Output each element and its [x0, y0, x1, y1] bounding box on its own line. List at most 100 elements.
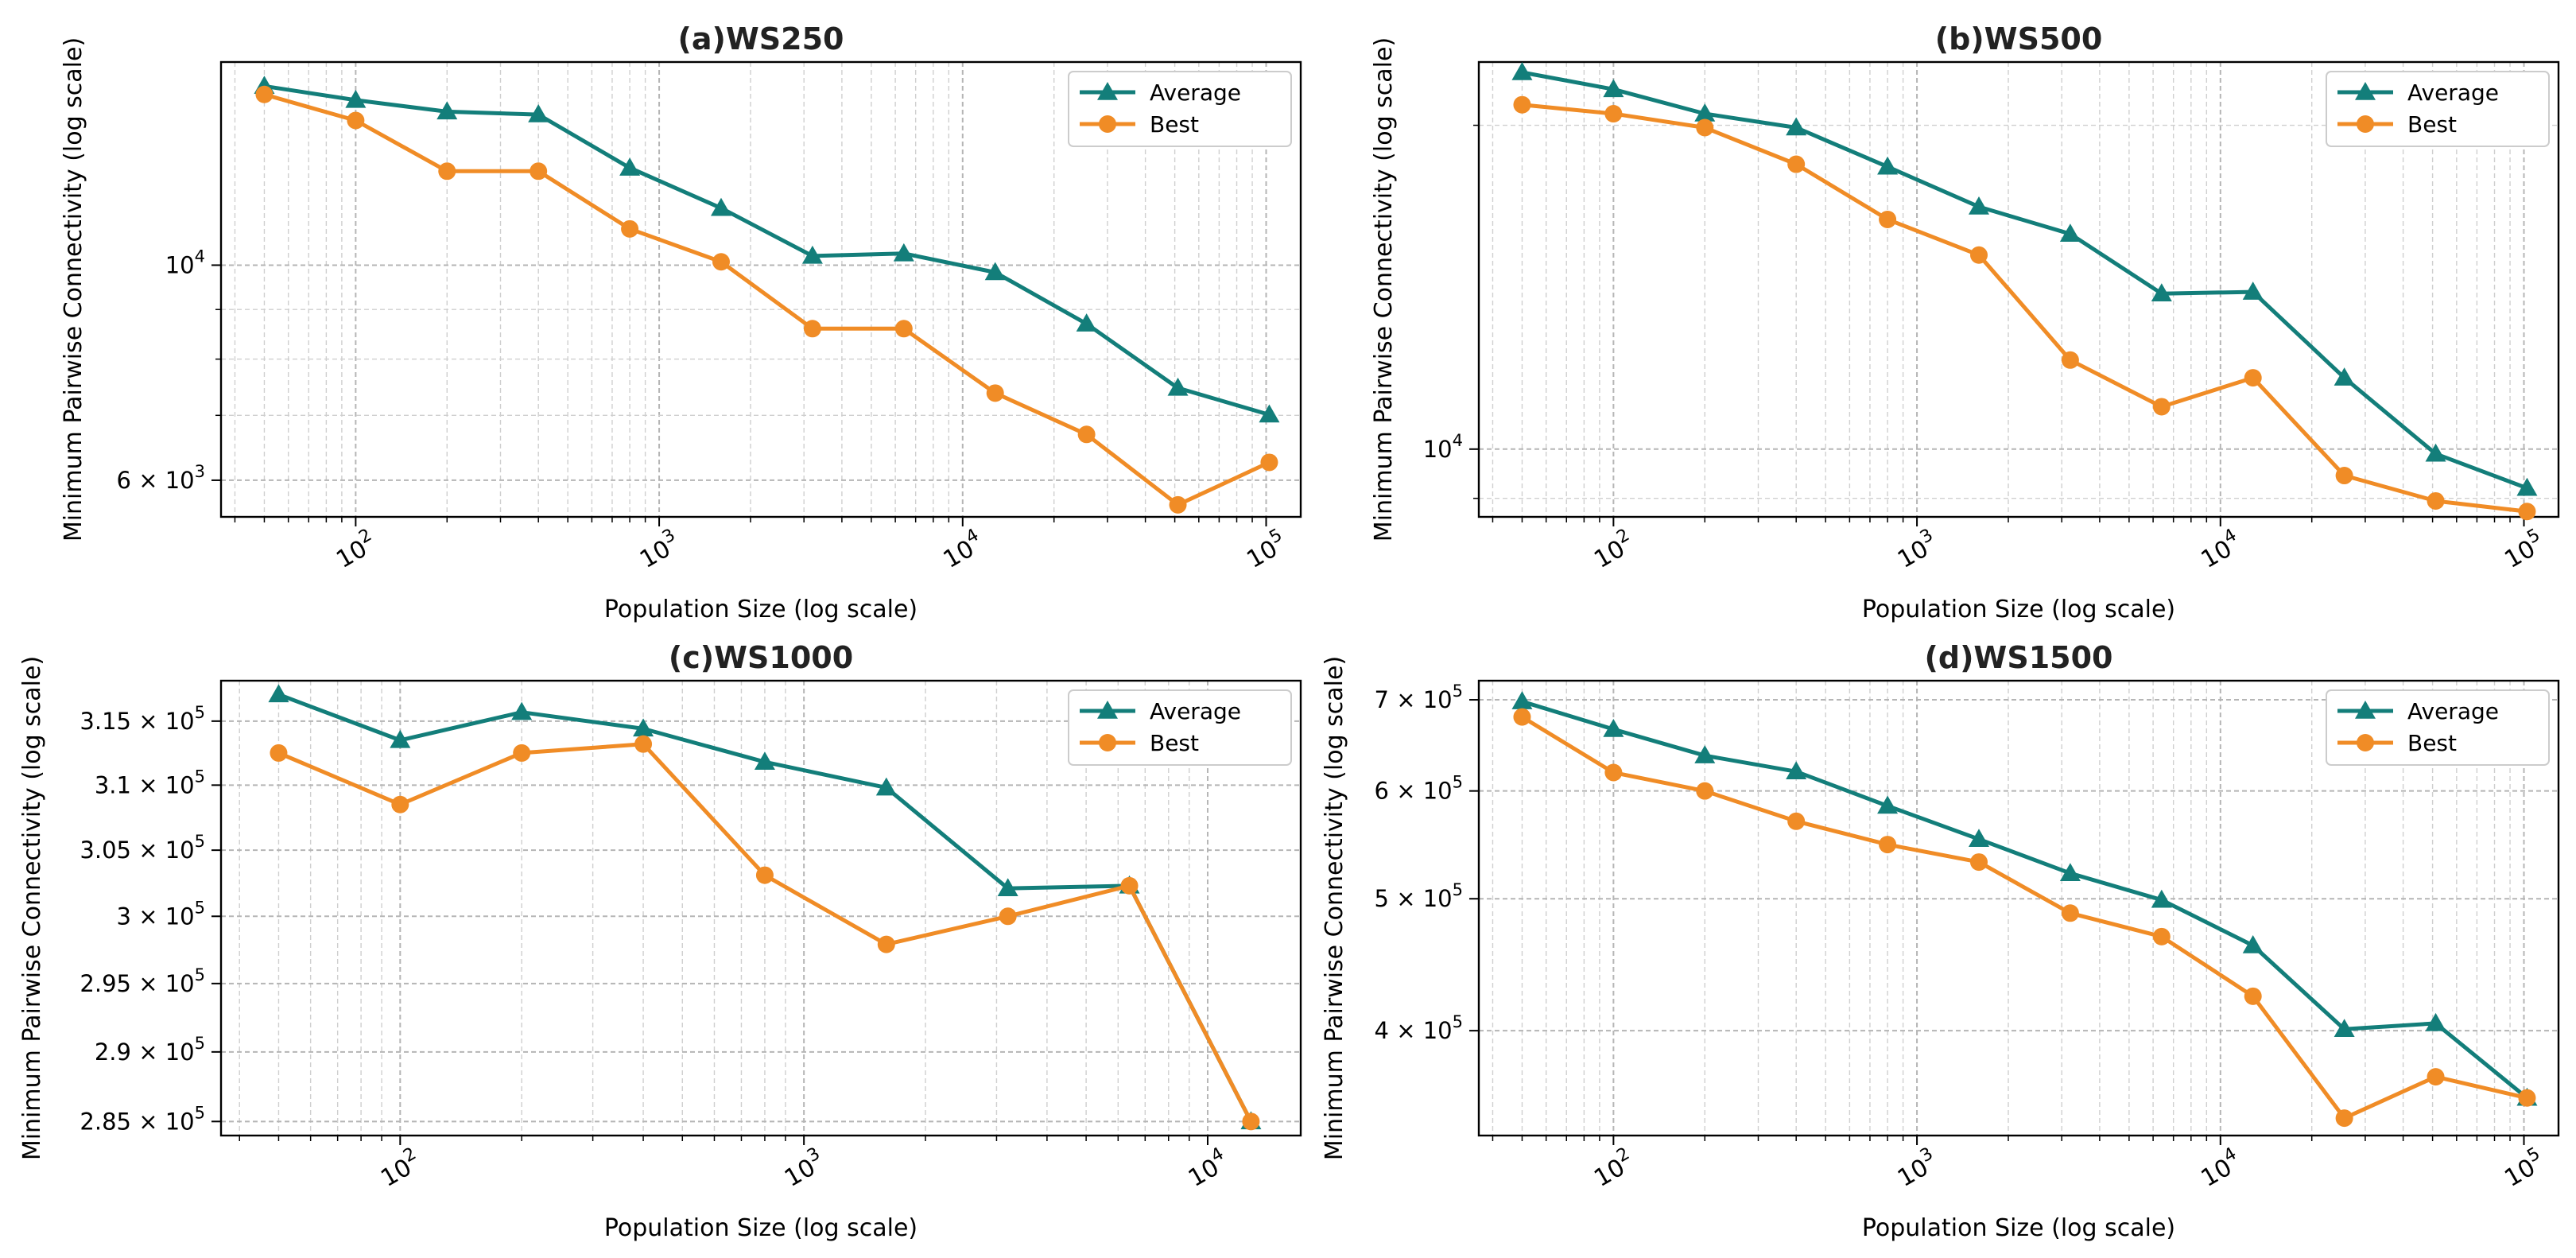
data-point-best	[513, 744, 531, 762]
data-point-best	[530, 162, 548, 181]
x-tick-label: 103	[1891, 1143, 1943, 1193]
data-point-best	[2244, 987, 2262, 1005]
legend-label-average: Average	[2407, 80, 2499, 106]
y-tick-label-exponent: 5	[195, 965, 205, 984]
x-tick-label: 102	[1587, 1143, 1639, 1193]
y-tick-label: 3.1 × 105	[95, 767, 205, 798]
series-line-average	[1522, 70, 2528, 491]
y-tick-label-base: 3.05 × 10	[80, 837, 194, 864]
y-tick-label-base: 5 × 10	[1375, 885, 1453, 912]
y-tick-label-base: 2.85 × 10	[80, 1108, 194, 1135]
y-tick-label-base: 3 × 10	[117, 903, 195, 930]
plot-frame	[219, 679, 1302, 1137]
y-tick-label-base: 3.1 × 10	[95, 771, 195, 798]
plot-frame	[1477, 679, 2560, 1137]
data-point-best	[894, 320, 913, 338]
y-tick-label-exponent: 5	[195, 898, 205, 917]
x-tick-label: 105	[2497, 525, 2550, 574]
y-tick-label: 6 × 105	[1375, 773, 1463, 805]
x-tick-label: 104	[2194, 1143, 2247, 1193]
y-tick-label-base: 6 × 10	[117, 467, 195, 494]
data-point-best	[1969, 853, 1988, 872]
data-point-average	[1511, 691, 1533, 709]
data-point-best	[1696, 118, 1714, 137]
legend: Average Best	[2326, 71, 2550, 147]
x-axis-label: Population Size (log scale)	[1862, 596, 2175, 623]
data-point-best	[2427, 491, 2445, 510]
data-point-average	[345, 89, 367, 108]
data-point-best	[1242, 1112, 1260, 1131]
data-point-average	[1603, 79, 1624, 98]
data-point-best	[634, 735, 653, 753]
y-tick-label: 6 × 103	[117, 462, 205, 494]
data-point-best	[2244, 369, 2262, 387]
data-point-average	[997, 878, 1018, 896]
series-best	[1513, 95, 2536, 521]
x-tick-label: 102	[329, 525, 382, 574]
y-tick-label: 2.85 × 105	[80, 1103, 205, 1135]
x-axis-label: Population Size (log scale)	[604, 596, 918, 623]
series-line-best	[1522, 103, 2528, 514]
data-point-best	[2152, 927, 2171, 945]
series-best	[270, 735, 1260, 1131]
data-point-best	[986, 384, 1004, 402]
data-point-average	[633, 718, 654, 737]
data-point-average	[2334, 1019, 2355, 1038]
legend-label-best: Best	[1150, 111, 1199, 138]
data-point-average	[2425, 443, 2446, 462]
x-tick-label: 102	[1587, 525, 1639, 574]
y-tick-label: 3.05 × 105	[80, 832, 205, 864]
y-tick-label-base: 10	[1423, 436, 1453, 463]
data-point-average	[2151, 283, 2172, 301]
data-point-best	[2152, 398, 2171, 416]
chart-b: 102 103 104 105 104 (b)WS500 Population Size (…	[1370, 21, 2560, 623]
data-point-average	[2425, 1012, 2446, 1031]
legend: Average Best	[1068, 71, 1292, 147]
series-line-average	[1521, 699, 2528, 1100]
legend-marker-circle	[2357, 115, 2374, 133]
y-tick-label-base: 2.95 × 10	[80, 970, 194, 997]
data-point-best	[1604, 105, 1623, 123]
data-point-average	[2059, 863, 2081, 881]
data-point-average	[619, 157, 641, 176]
data-point-best	[2518, 1089, 2536, 1107]
plot-frame	[219, 60, 1302, 518]
y-tick-label-exponent: 3	[195, 462, 205, 481]
data-point-best	[1120, 876, 1139, 895]
data-point-best	[1879, 210, 1897, 228]
legend-marker-circle	[2357, 734, 2374, 751]
legend-label-best: Best	[1150, 730, 1199, 756]
x-axis-label: Population Size (log scale)	[1862, 1214, 2175, 1242]
data-point-best	[803, 320, 821, 338]
data-point-average	[1511, 61, 1533, 80]
data-point-average	[984, 262, 1006, 281]
data-point-best	[1513, 95, 1531, 114]
chart-title: (c)WS1000	[669, 640, 853, 675]
data-point-average	[1968, 196, 1989, 215]
y-tick-label: 3 × 105	[117, 898, 205, 930]
data-point-average	[390, 729, 411, 748]
data-point-average	[1076, 313, 1097, 332]
data-point-best	[255, 85, 274, 103]
y-axis-label: Minimum Pairwise Connectivity (log scale…	[1321, 656, 1348, 1160]
y-tick-label-base: 6 × 10	[1375, 778, 1453, 805]
series-average	[1511, 691, 2538, 1106]
data-point-average	[1694, 103, 1716, 122]
y-tick-label-base: 2.9 × 10	[95, 1039, 195, 1066]
data-point-best	[1260, 453, 1278, 472]
data-point-average	[1786, 117, 1807, 136]
data-point-best	[1604, 763, 1623, 782]
y-tick-label-base: 4 × 10	[1375, 1017, 1453, 1044]
legend-label-average: Average	[2407, 698, 2499, 724]
y-tick-label: 104	[165, 247, 205, 278]
x-tick-label: 104	[937, 525, 989, 574]
y-tick-label-exponent: 4	[1453, 431, 1463, 450]
data-point-best	[347, 111, 365, 130]
data-point-best	[621, 219, 639, 238]
data-point-best	[438, 162, 456, 181]
data-point-average	[2242, 281, 2264, 300]
data-point-best	[270, 744, 288, 762]
x-tick-label: 105	[2497, 1143, 2550, 1193]
